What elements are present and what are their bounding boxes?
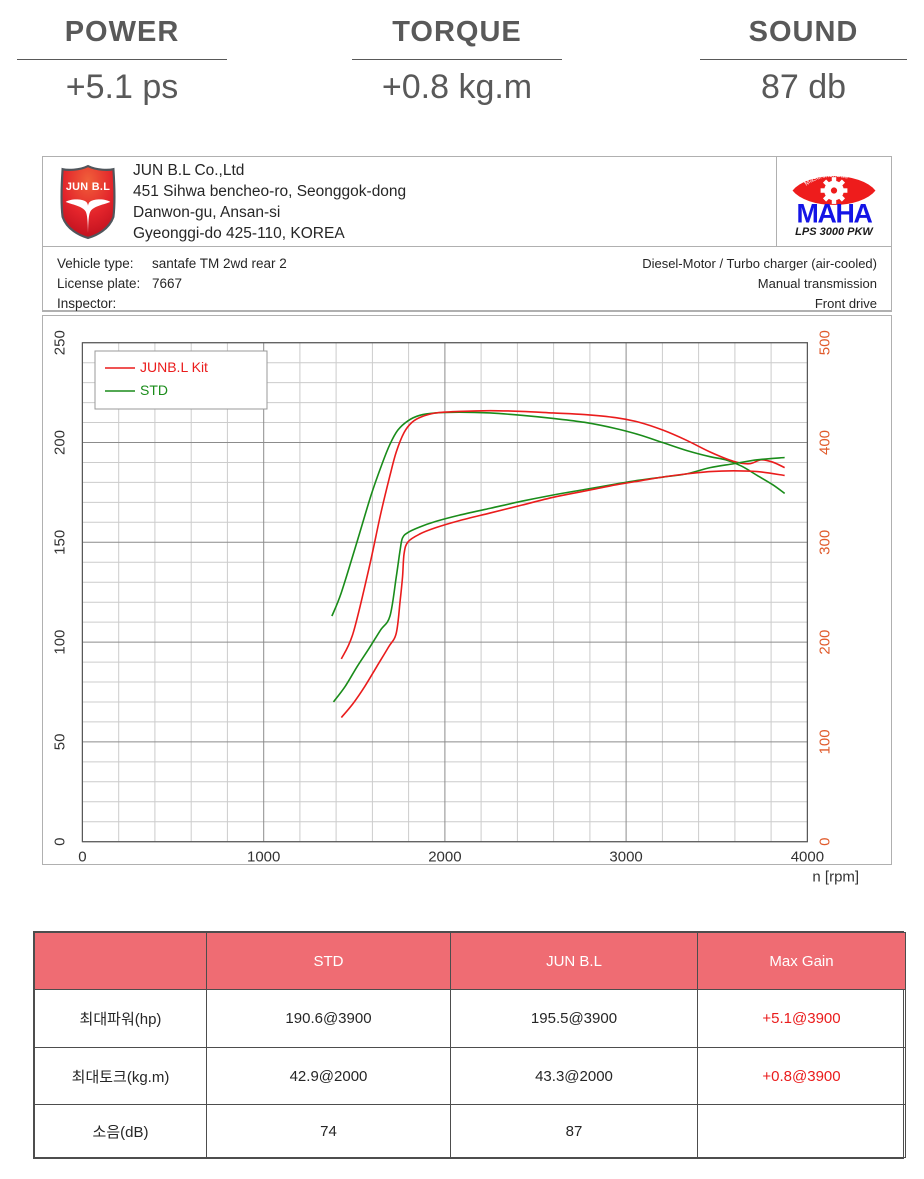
svg-text:n [rpm]: n [rpm] [812,869,859,886]
svg-text:300: 300 [816,530,833,555]
svg-text:0: 0 [51,838,68,846]
svg-text:3000: 3000 [609,849,642,866]
svg-text:4000: 4000 [791,849,824,866]
svg-text:JUNB.L Kit: JUNB.L Kit [140,359,208,375]
svg-text:0: 0 [78,849,86,866]
svg-text:50: 50 [51,734,68,751]
svg-text:1000: 1000 [247,849,280,866]
svg-text:200: 200 [51,430,68,455]
svg-text:JUN B.L: JUN B.L [66,181,110,193]
svg-text:150: 150 [51,530,68,555]
svg-text:0: 0 [816,838,833,846]
svg-text:100: 100 [816,729,833,754]
svg-text:400: 400 [816,430,833,455]
svg-text:500: 500 [816,330,833,355]
svg-text:STD: STD [140,382,168,398]
svg-text:200: 200 [816,630,833,655]
svg-text:2000: 2000 [428,849,461,866]
svg-text:MAHA: MAHA [797,198,873,223]
svg-text:100: 100 [51,630,68,655]
svg-text:250: 250 [51,330,68,355]
